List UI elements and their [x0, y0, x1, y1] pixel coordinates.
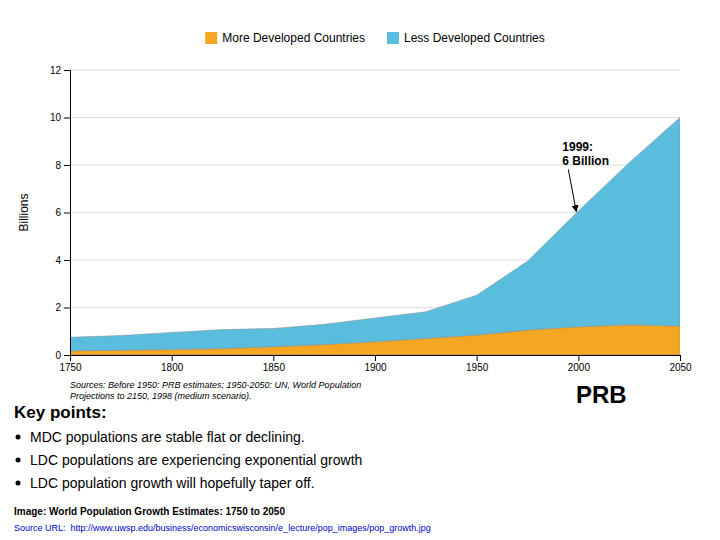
x-tick-label: 1950 [466, 362, 489, 373]
y-tick-label: 4 [55, 255, 61, 266]
y-tick-label: 0 [55, 350, 61, 361]
y-tick-label: 8 [55, 160, 61, 171]
x-tick: 2000 [568, 355, 591, 373]
y-axis-title: Billions [17, 193, 31, 231]
legend-swatch [387, 32, 399, 44]
legend-item: More Developed Countries [205, 31, 365, 45]
x-tick-label: 2050 [669, 362, 692, 373]
annotation-text: 1999:6 Billion [562, 140, 609, 168]
y-tick-label: 10 [50, 112, 62, 123]
y-tick-mark [64, 260, 70, 261]
legend-label: More Developed Countries [222, 31, 365, 45]
y-tick-label: 2 [55, 302, 61, 313]
y-tick-label: 6 [55, 207, 61, 218]
x-axis: 1750 1800 1850 1900 1950 2000 2050 [59, 355, 692, 373]
key-point: LDC populations are experiencing exponen… [30, 452, 362, 468]
source-line: Sources: Before 1950: PRB estimates; 195… [70, 380, 361, 390]
logo: PRB [576, 381, 627, 408]
bullet [16, 481, 21, 486]
x-tick-mark [680, 355, 681, 361]
x-tick-label: 2000 [568, 362, 591, 373]
x-tick-label: 1750 [59, 362, 82, 373]
grid-line [70, 70, 680, 71]
x-axis-line [71, 356, 681, 362]
grid-line [70, 117, 680, 118]
plot: 1750 1800 1850 1900 1950 2000 2050 0 2 4 6 8 10 12 [50, 65, 692, 373]
y-tick-mark [64, 118, 70, 119]
y-tick-mark [64, 213, 70, 214]
annotation-line: 1999: [562, 140, 593, 154]
areas [70, 118, 680, 356]
x-tick-label: 1800 [161, 362, 184, 373]
y-tick-label: 12 [50, 65, 62, 76]
y-tick-mark [64, 70, 70, 71]
x-tick-mark [578, 355, 579, 361]
legend: More Developed Countries Less Developed C… [205, 31, 545, 45]
x-tick-label: 1850 [263, 362, 286, 373]
legend-item: Less Developed Countries [387, 31, 545, 45]
source-line: Projections to 2150, 1998 (medium scenar… [70, 391, 252, 401]
x-tick: 1950 [466, 355, 489, 373]
source-url: Source URL: http://www.uwsp.edu/business… [14, 523, 431, 533]
x-tick-label: 1900 [364, 362, 387, 373]
legend-swatch [205, 32, 217, 44]
annotation: 1999:6 Billion [562, 140, 609, 212]
chart: 1750 1800 1850 1900 1950 2000 2050 0 2 4 6 8 10 12 Bil… [0, 0, 720, 540]
x-tick: 1750 [59, 355, 82, 373]
annotation-arrow [568, 170, 576, 212]
x-tick: 2050 [669, 355, 692, 373]
key-point: MDC populations are stable flat or decli… [30, 429, 305, 445]
x-tick: 1900 [364, 355, 387, 373]
y-tick: 2 [55, 302, 70, 313]
x-tick-mark [172, 355, 173, 361]
y-tick-mark [64, 355, 70, 356]
source-text: Sources: Before 1950: PRB estimates; 195… [70, 380, 361, 401]
image-label: Image: World Population Growth Estimates… [14, 506, 285, 517]
x-tick-mark [477, 355, 478, 361]
y-tick: 12 [50, 65, 70, 76]
y-tick: 8 [55, 160, 70, 171]
bullet [16, 458, 21, 463]
y-tick: 6 [55, 207, 70, 218]
bullet [16, 435, 21, 440]
legend-label: Less Developed Countries [404, 31, 545, 45]
x-tick-mark [273, 355, 274, 361]
y-tick-mark [64, 165, 70, 166]
y-axis: 0 2 4 6 8 10 12 [50, 65, 71, 361]
y-axis-line [64, 71, 71, 356]
grid [70, 70, 680, 355]
key-point: LDC population growth will hopefully tap… [30, 475, 315, 491]
x-tick: 1850 [263, 355, 286, 373]
x-tick: 1800 [161, 355, 184, 373]
key-points-title: Key points: [14, 403, 107, 422]
y-tick: 4 [55, 255, 70, 266]
annotation-line: 6 Billion [562, 154, 609, 168]
area-series [70, 118, 680, 351]
y-tick-mark [64, 308, 70, 309]
x-tick-mark [375, 355, 376, 361]
y-tick: 0 [55, 350, 70, 361]
y-tick: 10 [50, 112, 70, 123]
